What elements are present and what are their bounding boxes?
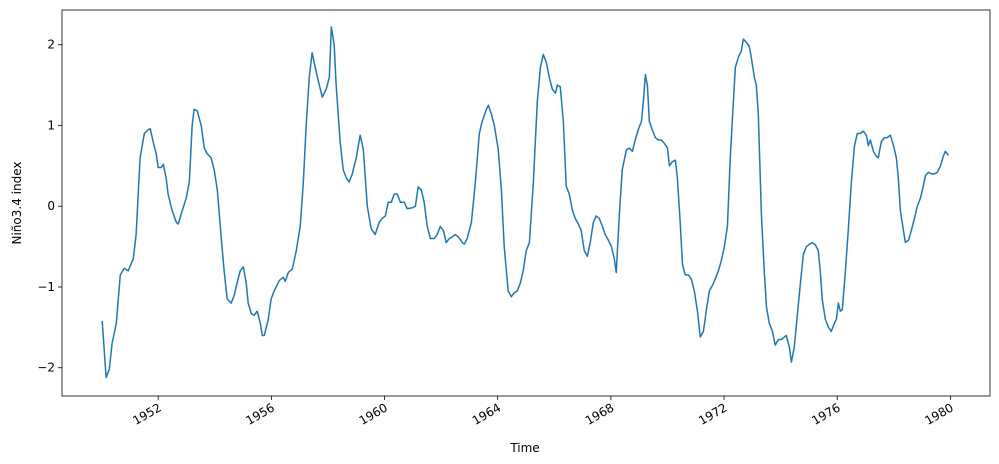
y-tick-label: −2 bbox=[37, 361, 55, 375]
x-tick-label: 1980 bbox=[922, 400, 955, 427]
data-line bbox=[101, 26, 950, 379]
y-tick-label: 0 bbox=[47, 199, 55, 213]
x-tick-label: 1976 bbox=[809, 400, 842, 427]
x-tick-label: 1960 bbox=[357, 400, 390, 427]
y-tick-label: −1 bbox=[37, 280, 55, 294]
x-tick-label: 1972 bbox=[696, 400, 729, 427]
x-tick-label: 1956 bbox=[243, 400, 276, 427]
x-axis-label: Time bbox=[509, 441, 539, 455]
x-tick-label: 1968 bbox=[583, 400, 616, 427]
y-tick-label: 1 bbox=[47, 118, 55, 132]
y-axis-label: Niño3.4 index bbox=[10, 162, 24, 245]
y-tick-label: 2 bbox=[47, 38, 55, 52]
x-tick-label: 1964 bbox=[470, 400, 503, 427]
plot-frame bbox=[61, 9, 991, 397]
x-tick-label: 1952 bbox=[130, 400, 163, 427]
